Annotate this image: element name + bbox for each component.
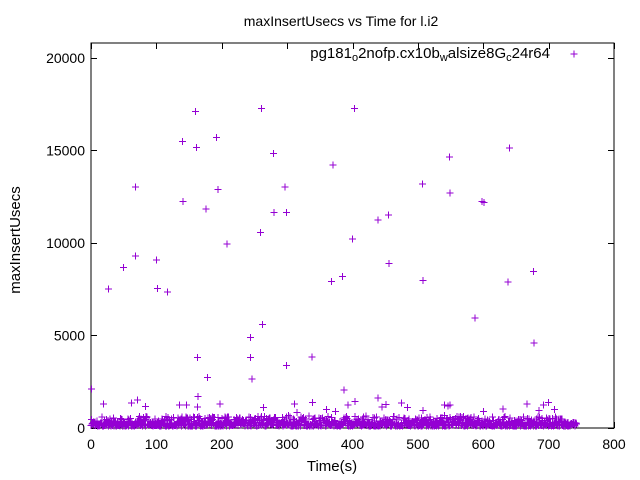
plot-border: [90, 42, 615, 429]
y-tick-label: 15000: [46, 142, 85, 158]
y-axis-label: maxInsertUsecs: [7, 186, 24, 294]
legend-plus-marker-icon: [570, 50, 578, 58]
x-tick-label: 200: [210, 436, 234, 452]
x-tick-label: 400: [341, 436, 365, 452]
x-tick-label: 700: [537, 436, 561, 452]
legend-series-label: pg181o2nofp.cx10bwalsize8Gc24r64: [310, 45, 550, 64]
x-tick-label: 300: [275, 436, 299, 452]
y-tick-label: 20000: [46, 50, 85, 66]
legend: pg181o2nofp.cx10bwalsize8Gc24r64: [310, 45, 578, 64]
scatter-outlier-points: [88, 105, 558, 416]
x-tick-label: 100: [145, 436, 169, 452]
x-tick-label: 600: [472, 436, 496, 452]
x-axis-label: Time(s): [307, 458, 357, 475]
y-tick-label: 10000: [46, 235, 85, 251]
scatter-band-points: [87, 412, 580, 430]
x-axis-tick-labels: 0 100 200 300 400 500 600 700 800: [87, 436, 626, 452]
y-axis-tick-labels: 0 5000 10000 15000 20000: [46, 50, 85, 436]
chart-title: maxInsertUsecs vs Time for l.i2: [244, 13, 439, 29]
x-tick-label: 800: [602, 436, 626, 452]
x-tick-label: 500: [406, 436, 430, 452]
y-tick-label: 5000: [54, 327, 85, 343]
y-tick-label: 0: [77, 420, 85, 436]
x-tick-label: 0: [87, 436, 95, 452]
